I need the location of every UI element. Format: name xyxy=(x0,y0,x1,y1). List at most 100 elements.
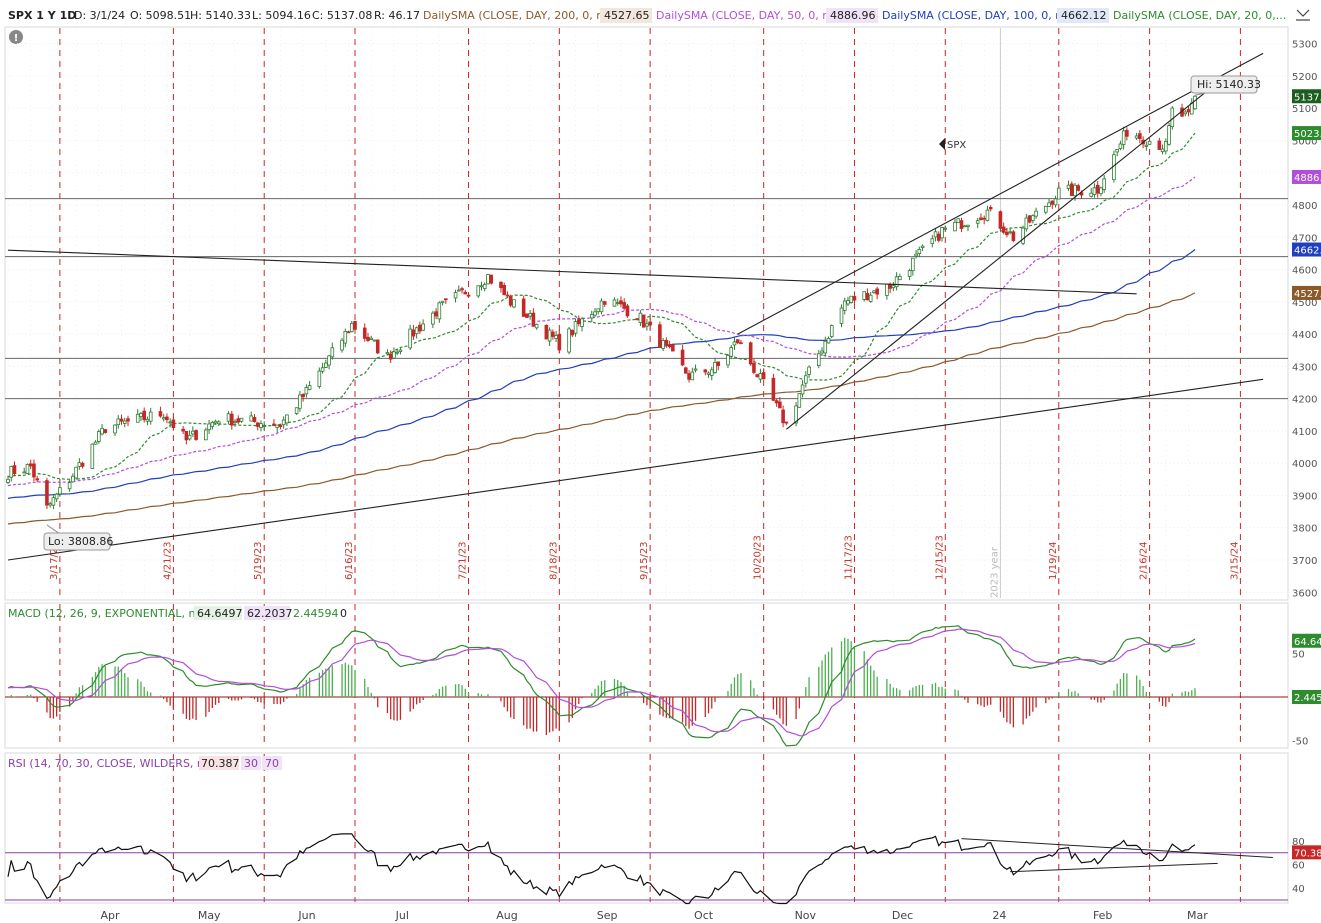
candle[interactable] xyxy=(706,371,711,378)
candle[interactable] xyxy=(58,482,62,497)
candle[interactable] xyxy=(1053,195,1058,208)
candle[interactable] xyxy=(437,301,442,323)
candle[interactable] xyxy=(285,414,289,427)
candle[interactable] xyxy=(684,366,688,374)
candle[interactable] xyxy=(505,291,510,298)
candle[interactable] xyxy=(330,342,335,360)
candle[interactable] xyxy=(1056,185,1061,200)
candle[interactable] xyxy=(77,458,82,470)
candle[interactable] xyxy=(794,402,798,427)
candle[interactable] xyxy=(255,422,260,431)
candle[interactable] xyxy=(797,393,802,408)
candle[interactable] xyxy=(671,344,675,352)
candle[interactable] xyxy=(920,244,925,252)
sma50-label[interactable]: DailySMA (CLOSE, DAY, 50, 0, no) xyxy=(656,9,840,22)
candle[interactable] xyxy=(1050,200,1055,209)
candle[interactable] xyxy=(739,339,743,345)
candle[interactable] xyxy=(71,473,75,483)
candle[interactable] xyxy=(1164,138,1168,155)
candle[interactable] xyxy=(259,420,263,432)
candle[interactable] xyxy=(914,250,918,259)
candle[interactable] xyxy=(547,327,552,347)
candle[interactable] xyxy=(187,430,192,441)
candle[interactable] xyxy=(528,310,532,320)
candle[interactable] xyxy=(820,347,824,356)
candle[interactable] xyxy=(369,335,374,340)
candle[interactable] xyxy=(625,304,630,318)
candle[interactable] xyxy=(372,339,377,342)
candle[interactable] xyxy=(213,419,218,425)
candle[interactable] xyxy=(868,291,873,303)
candle[interactable] xyxy=(975,217,980,229)
candle[interactable] xyxy=(758,368,763,383)
candle[interactable] xyxy=(181,425,185,434)
candle[interactable] xyxy=(252,414,257,423)
rsi-line[interactable] xyxy=(7,833,1196,905)
candle[interactable] xyxy=(842,297,847,315)
candle[interactable] xyxy=(638,310,643,326)
candle[interactable] xyxy=(998,210,1003,231)
candle[interactable] xyxy=(122,417,127,428)
candle[interactable] xyxy=(872,290,876,294)
candle[interactable] xyxy=(168,418,172,428)
candle[interactable] xyxy=(229,410,234,430)
candle[interactable] xyxy=(460,286,464,294)
candle[interactable] xyxy=(661,338,665,352)
candle[interactable] xyxy=(1001,222,1006,235)
candle[interactable] xyxy=(12,461,17,477)
candle[interactable] xyxy=(165,413,169,424)
candle[interactable] xyxy=(748,341,753,366)
candle[interactable] xyxy=(1069,181,1074,196)
candle[interactable] xyxy=(317,367,322,389)
candle[interactable] xyxy=(956,218,961,224)
candle[interactable] xyxy=(463,290,468,295)
candle[interactable] xyxy=(54,492,59,503)
candle[interactable] xyxy=(440,300,445,306)
candle[interactable] xyxy=(1008,228,1012,235)
candle[interactable] xyxy=(823,336,828,357)
candle[interactable] xyxy=(204,427,208,441)
candle[interactable] xyxy=(1011,230,1016,243)
candle[interactable] xyxy=(1118,140,1123,151)
candle[interactable] xyxy=(408,324,412,350)
candle[interactable] xyxy=(1095,181,1100,198)
candle[interactable] xyxy=(349,321,354,333)
candle[interactable] xyxy=(217,420,221,426)
candle[interactable] xyxy=(1144,141,1149,151)
candle[interactable] xyxy=(414,326,419,339)
candle[interactable] xyxy=(1115,149,1119,157)
candle[interactable] xyxy=(846,296,850,307)
candle[interactable] xyxy=(612,297,617,307)
candle[interactable] xyxy=(570,329,575,338)
candle[interactable] xyxy=(298,391,302,412)
candle[interactable] xyxy=(171,416,176,431)
candle[interactable] xyxy=(362,323,367,342)
candle[interactable] xyxy=(145,416,150,426)
candle[interactable] xyxy=(184,430,189,445)
candle[interactable] xyxy=(839,304,844,328)
candle[interactable] xyxy=(703,368,708,376)
candle[interactable] xyxy=(453,289,458,303)
candle[interactable] xyxy=(619,296,623,308)
candle[interactable] xyxy=(875,286,879,300)
candle[interactable] xyxy=(933,228,938,242)
candle[interactable] xyxy=(385,349,390,355)
candle[interactable] xyxy=(726,354,730,369)
candle[interactable] xyxy=(1183,109,1188,117)
macd-title[interactable]: MACD (12, 26, 9, EXPONENTIAL, no) xyxy=(8,607,207,620)
candle[interactable] xyxy=(599,298,604,315)
candle[interactable] xyxy=(573,318,578,337)
candle[interactable] xyxy=(25,463,30,474)
candle[interactable] xyxy=(93,440,98,445)
candle[interactable] xyxy=(544,324,549,340)
candle[interactable] xyxy=(411,324,416,340)
candle[interactable] xyxy=(917,246,922,258)
candle[interactable] xyxy=(557,329,562,354)
candle[interactable] xyxy=(395,349,399,356)
candle[interactable] xyxy=(346,330,351,334)
candle[interactable] xyxy=(158,406,163,418)
candle[interactable] xyxy=(1157,137,1162,150)
candle[interactable] xyxy=(301,393,305,402)
candle[interactable] xyxy=(567,326,571,355)
candle[interactable] xyxy=(421,319,425,332)
